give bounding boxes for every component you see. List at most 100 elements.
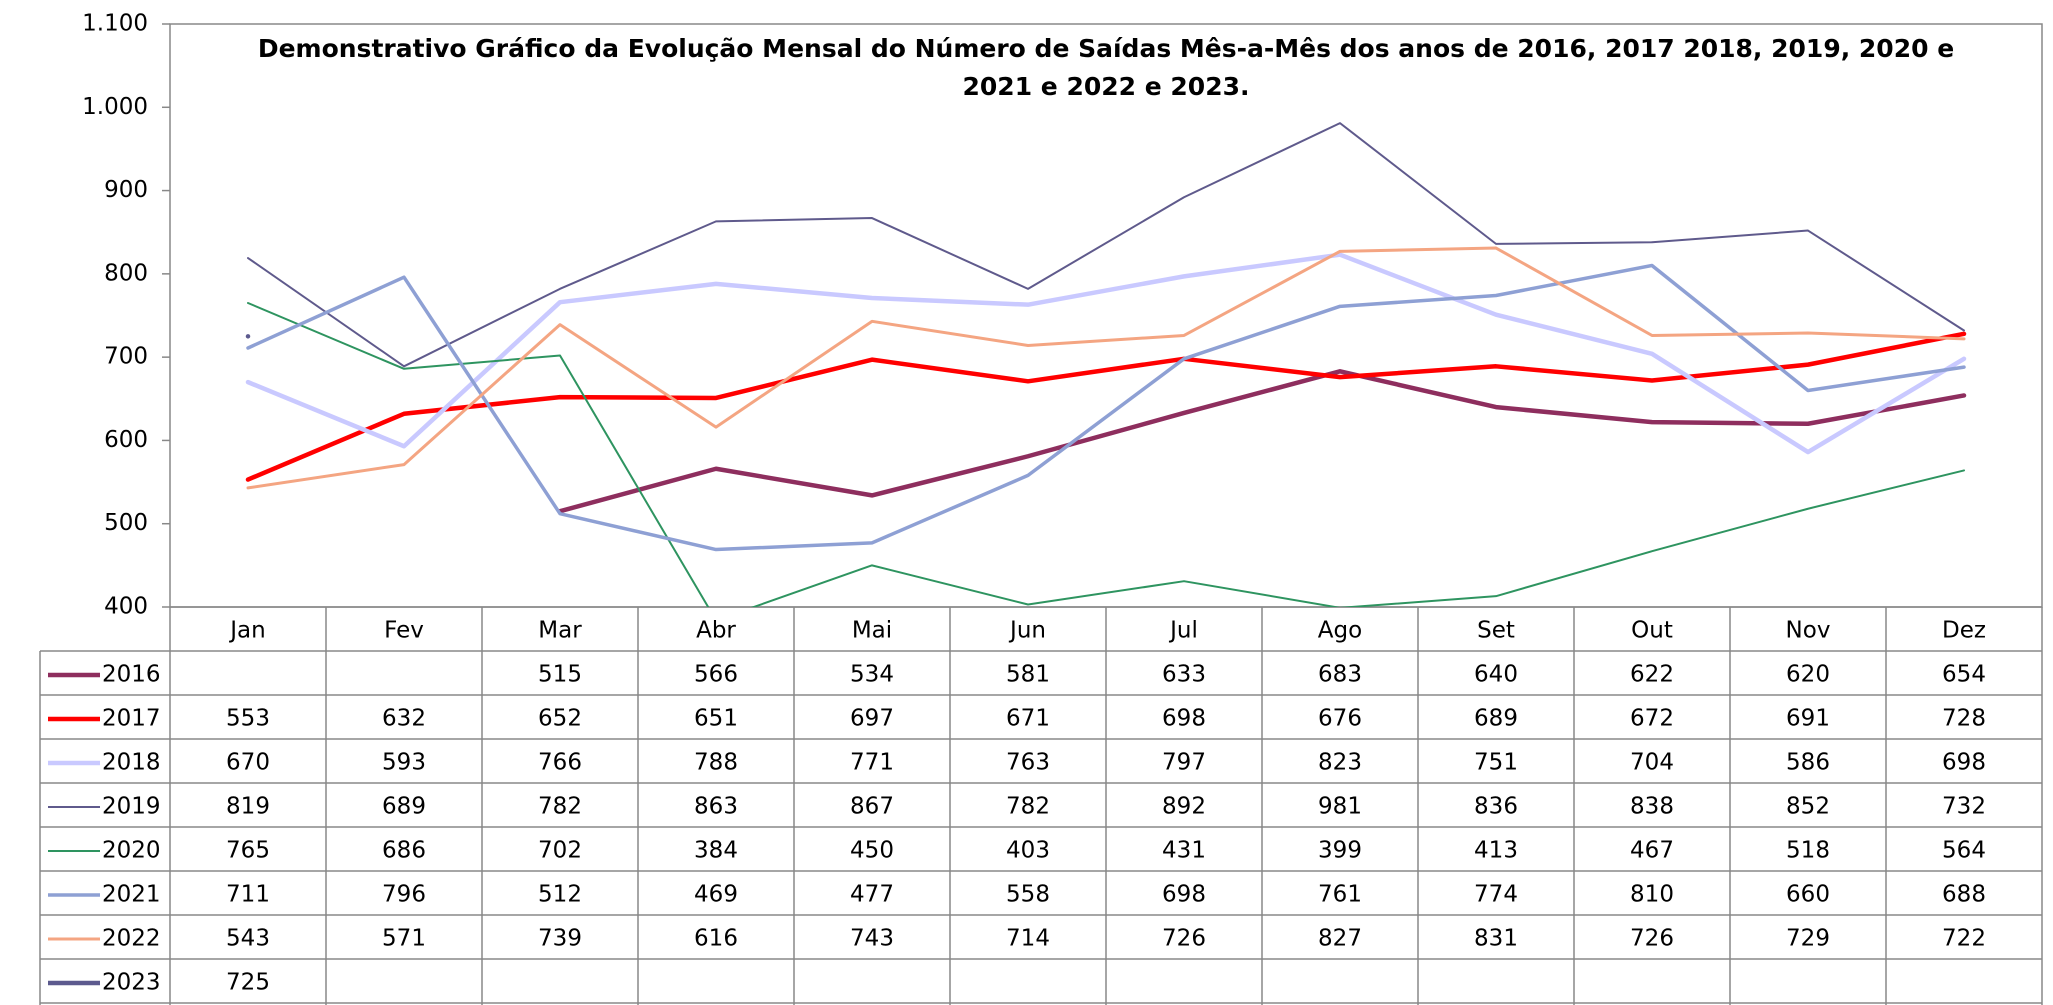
legend-label: 2021 xyxy=(102,882,161,908)
x-tick-label: Ago xyxy=(1318,618,1362,644)
table-value: 689 xyxy=(382,794,426,820)
table-value: 403 xyxy=(1006,838,1050,864)
table-value: 714 xyxy=(1006,926,1050,952)
table-value: 616 xyxy=(694,926,738,952)
table-value: 698 xyxy=(1942,750,1986,776)
legend-label: 2020 xyxy=(102,838,161,864)
y-tick-label: 500 xyxy=(104,510,148,536)
table-value: 823 xyxy=(1318,750,1362,776)
legend-label: 2022 xyxy=(102,926,161,952)
table-value: 697 xyxy=(850,706,894,732)
table-value: 534 xyxy=(850,662,894,688)
x-tick-label: Jan xyxy=(228,618,265,644)
x-tick-label: Abr xyxy=(696,618,736,644)
y-tick-label: 700 xyxy=(104,344,148,370)
legend-label: 2017 xyxy=(102,706,161,732)
table-value: 691 xyxy=(1786,706,1830,732)
table-value: 831 xyxy=(1474,926,1518,952)
table-value: 593 xyxy=(382,750,426,776)
table-value: 672 xyxy=(1630,706,1674,732)
table-value: 797 xyxy=(1162,750,1206,776)
x-tick-label: Jul xyxy=(1168,618,1198,644)
series-line xyxy=(246,246,1966,490)
table-value: 467 xyxy=(1630,838,1674,864)
series-line xyxy=(247,122,1965,368)
table-value: 711 xyxy=(226,882,270,908)
table-value: 652 xyxy=(538,706,582,732)
legend-label: 2018 xyxy=(102,750,161,776)
table-value: 660 xyxy=(1786,882,1830,908)
series-line xyxy=(557,369,1967,514)
x-tick-label: Out xyxy=(1631,618,1673,644)
legend-label: 2023 xyxy=(102,970,161,996)
table-value: 726 xyxy=(1630,926,1674,952)
y-tick-label: 600 xyxy=(104,427,148,453)
table-value: 867 xyxy=(850,794,894,820)
table-value: 654 xyxy=(1942,662,1986,688)
plot-frame xyxy=(169,23,2043,608)
table-value: 558 xyxy=(1006,882,1050,908)
table-value: 469 xyxy=(694,882,738,908)
table-value: 761 xyxy=(1318,882,1362,908)
table-value: 581 xyxy=(1006,662,1050,688)
series-line xyxy=(245,252,1967,455)
table-value: 743 xyxy=(850,926,894,952)
table-value: 686 xyxy=(382,838,426,864)
table-value: 622 xyxy=(1630,662,1674,688)
table-value: 796 xyxy=(382,882,426,908)
table-value: 863 xyxy=(694,794,738,820)
table-value: 671 xyxy=(1006,706,1050,732)
table-value: 698 xyxy=(1162,882,1206,908)
series-line xyxy=(245,331,1967,482)
table-value: 651 xyxy=(694,706,738,732)
table-value: 688 xyxy=(1942,882,1986,908)
table-value: 725 xyxy=(226,970,270,996)
table-value: 729 xyxy=(1786,926,1830,952)
table-value: 892 xyxy=(1162,794,1206,820)
table-value: 722 xyxy=(1942,926,1986,952)
table-value: 852 xyxy=(1786,794,1830,820)
table-value: 836 xyxy=(1474,794,1518,820)
table-value: 838 xyxy=(1630,794,1674,820)
table-value: 586 xyxy=(1786,750,1830,776)
table-value: 566 xyxy=(694,662,738,688)
table-value: 763 xyxy=(1006,750,1050,776)
table-value: 704 xyxy=(1630,750,1674,776)
table-value: 640 xyxy=(1474,662,1518,688)
table-value: 450 xyxy=(850,838,894,864)
table-value: 683 xyxy=(1318,662,1362,688)
table-value: 632 xyxy=(382,706,426,732)
table-value: 819 xyxy=(226,794,270,820)
table-value: 477 xyxy=(850,882,894,908)
x-tick-label: Jun xyxy=(1008,618,1046,644)
table-value: 543 xyxy=(226,926,270,952)
table-value: 676 xyxy=(1318,706,1362,732)
series-line xyxy=(247,302,1965,607)
table-value: 732 xyxy=(1942,794,1986,820)
table-value: 788 xyxy=(694,750,738,776)
table-value: 413 xyxy=(1474,838,1518,864)
y-tick-label: 900 xyxy=(104,177,148,203)
table-value: 553 xyxy=(226,706,270,732)
table-value: 571 xyxy=(382,926,426,952)
table-value: 431 xyxy=(1162,838,1206,864)
table-value: 981 xyxy=(1318,794,1362,820)
series-line xyxy=(246,263,1966,552)
table-value: 766 xyxy=(538,750,582,776)
x-tick-label: Dez xyxy=(1942,618,1986,644)
table-value: 751 xyxy=(1474,750,1518,776)
x-tick-label: Set xyxy=(1477,618,1515,644)
x-tick-label: Nov xyxy=(1786,618,1831,644)
y-tick-label: 800 xyxy=(104,260,148,286)
table-value: 670 xyxy=(226,750,270,776)
table-value: 771 xyxy=(850,750,894,776)
table-value: 564 xyxy=(1942,838,1986,864)
table-value: 698 xyxy=(1162,706,1206,732)
table-value: 765 xyxy=(226,838,270,864)
table-value: 515 xyxy=(538,662,582,688)
table-value: 774 xyxy=(1474,882,1518,908)
legend-label: 2016 xyxy=(102,662,161,688)
table-value: 827 xyxy=(1318,926,1362,952)
